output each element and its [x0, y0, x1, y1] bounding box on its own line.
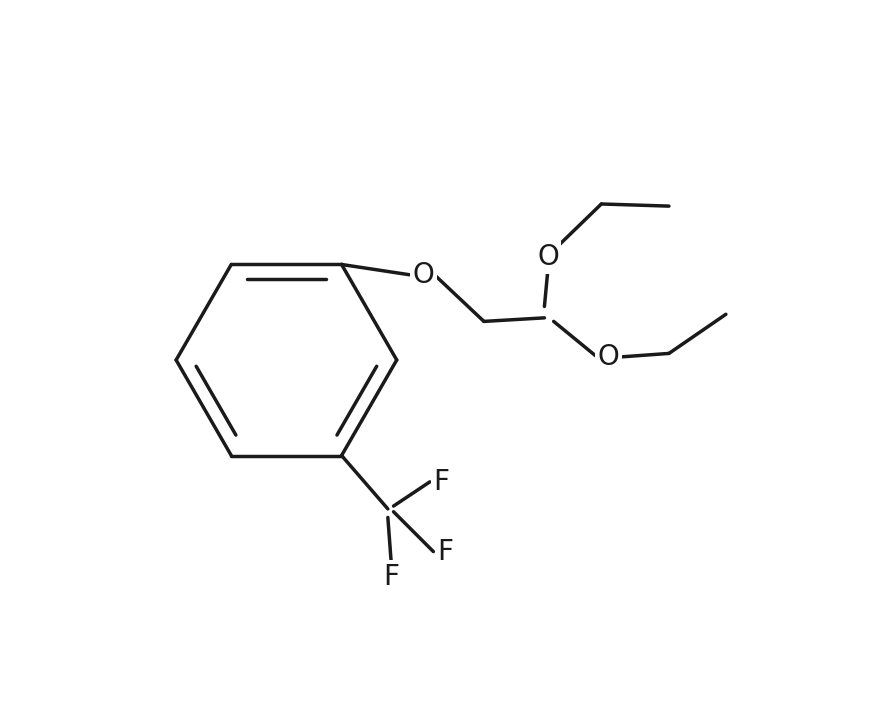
- Text: F: F: [437, 538, 453, 566]
- Text: O: O: [413, 261, 434, 289]
- Text: O: O: [597, 343, 619, 371]
- Text: F: F: [384, 562, 400, 590]
- Text: F: F: [433, 468, 449, 496]
- Text: O: O: [537, 243, 559, 271]
